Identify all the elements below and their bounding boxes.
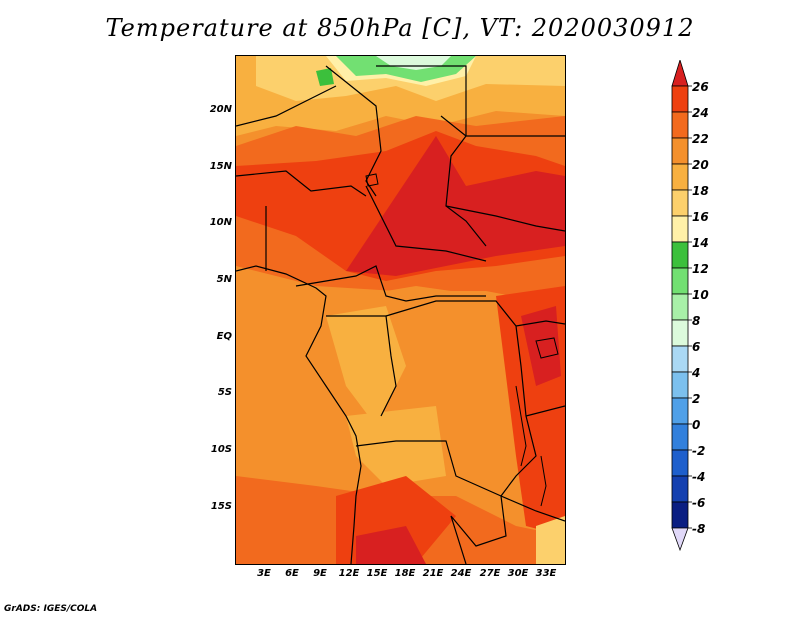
colorbar-segment	[671, 449, 689, 477]
lon-label: 12E	[338, 568, 360, 579]
lat-label: 10N	[209, 217, 232, 228]
border-zambia-moz	[500, 495, 565, 522]
colorbar-segment	[671, 85, 689, 113]
lake-tanganyika	[515, 385, 527, 467]
border-east-uganda	[515, 320, 565, 327]
colorbar-segment	[671, 397, 689, 425]
lon-label: 18E	[394, 568, 416, 579]
border-sudan-ss	[445, 205, 565, 232]
colorbar-label: 2	[692, 392, 701, 406]
colorbar-segment	[671, 60, 689, 87]
border-nigeria	[236, 170, 367, 197]
border-congo	[326, 315, 397, 417]
lon-label: 6E	[285, 568, 299, 579]
colorbar-label: 16	[692, 210, 709, 224]
lat-label: EQ	[216, 331, 232, 342]
lon-label: 24E	[450, 568, 472, 579]
lon-label: 30E	[507, 568, 529, 579]
lat-label: 5N	[216, 274, 232, 285]
colorbar-label: 24	[692, 106, 709, 120]
lake-malawi	[540, 455, 547, 507]
lon-label: 27E	[479, 568, 501, 579]
colorbar-segment	[671, 189, 689, 217]
border-sudan-egypt	[376, 65, 565, 137]
lon-label: 21E	[422, 568, 444, 579]
colorbar-label: 26	[692, 80, 709, 94]
lake-chad	[365, 173, 379, 187]
border-tanzania	[525, 405, 565, 417]
lakes	[365, 173, 559, 507]
border-north-top	[236, 85, 337, 127]
border-chad-sudan	[440, 115, 487, 247]
colorbar-segment	[671, 501, 689, 529]
zone-green-spot	[316, 68, 334, 86]
zone-east-core	[521, 306, 561, 386]
zone-hot-core	[346, 136, 565, 276]
temperature-map	[235, 55, 566, 565]
lat-label: 15S	[210, 501, 232, 512]
colorbar-segment	[671, 137, 689, 165]
zone-west-pale	[326, 306, 406, 426]
zone-east-pale	[536, 516, 565, 564]
lon-label: 3E	[257, 568, 271, 579]
colorbar-label: 10	[692, 288, 709, 302]
border-drc	[385, 300, 537, 497]
colorbar-label: 22	[692, 132, 709, 146]
colorbar-label: 18	[692, 184, 709, 198]
colorbar-segment	[671, 423, 689, 451]
country-borders	[236, 65, 565, 564]
lat-label: 15N	[209, 161, 232, 172]
border-angola-zambia	[355, 440, 507, 547]
lon-label: 33E	[535, 568, 557, 579]
lake-victoria	[535, 337, 559, 359]
zone-south-core	[356, 526, 426, 564]
colorbar-segment	[671, 267, 689, 295]
border-cameroon	[295, 265, 486, 302]
colorbar-label: 0	[692, 418, 701, 432]
credit-text: GrADS: IGES/COLA	[4, 604, 98, 614]
colorbar-label: -2	[692, 444, 706, 458]
lon-label: 15E	[366, 568, 388, 579]
lat-label: 10S	[210, 444, 232, 455]
colorbar-segment	[671, 215, 689, 243]
zone-angola-pale	[346, 406, 446, 486]
colorbar-segment	[671, 163, 689, 191]
lon-label: 9E	[313, 568, 327, 579]
colorbar-label: -8	[692, 522, 706, 536]
colorbar-label: -6	[692, 496, 706, 510]
colorbar-label: 20	[692, 158, 709, 172]
colorbar-segment	[671, 371, 689, 399]
chart-title: Temperature at 850hPa [C], VT: 202003091…	[105, 14, 695, 42]
colorbar-segment	[671, 241, 689, 269]
border-coast-west	[236, 265, 362, 564]
colorbar-segment	[671, 475, 689, 503]
colorbar-segment	[671, 345, 689, 373]
colorbar-label: 6	[692, 340, 701, 354]
colorbar	[671, 60, 692, 552]
colorbar-segment	[671, 111, 689, 139]
colorbar-label: 8	[692, 314, 701, 328]
colorbar-label: 12	[692, 262, 709, 276]
colorbar-segment	[671, 319, 689, 347]
colorbar-label: 14	[692, 236, 709, 250]
colorbar-segment	[671, 293, 689, 321]
border-south-moz	[450, 515, 467, 564]
lat-label: 5S	[217, 387, 232, 398]
lat-label: 20N	[209, 104, 232, 115]
colorbar-label: 4	[692, 366, 701, 380]
colorbar-segment	[671, 527, 689, 552]
colorbar-label: -4	[692, 470, 706, 484]
border-car	[365, 185, 487, 262]
